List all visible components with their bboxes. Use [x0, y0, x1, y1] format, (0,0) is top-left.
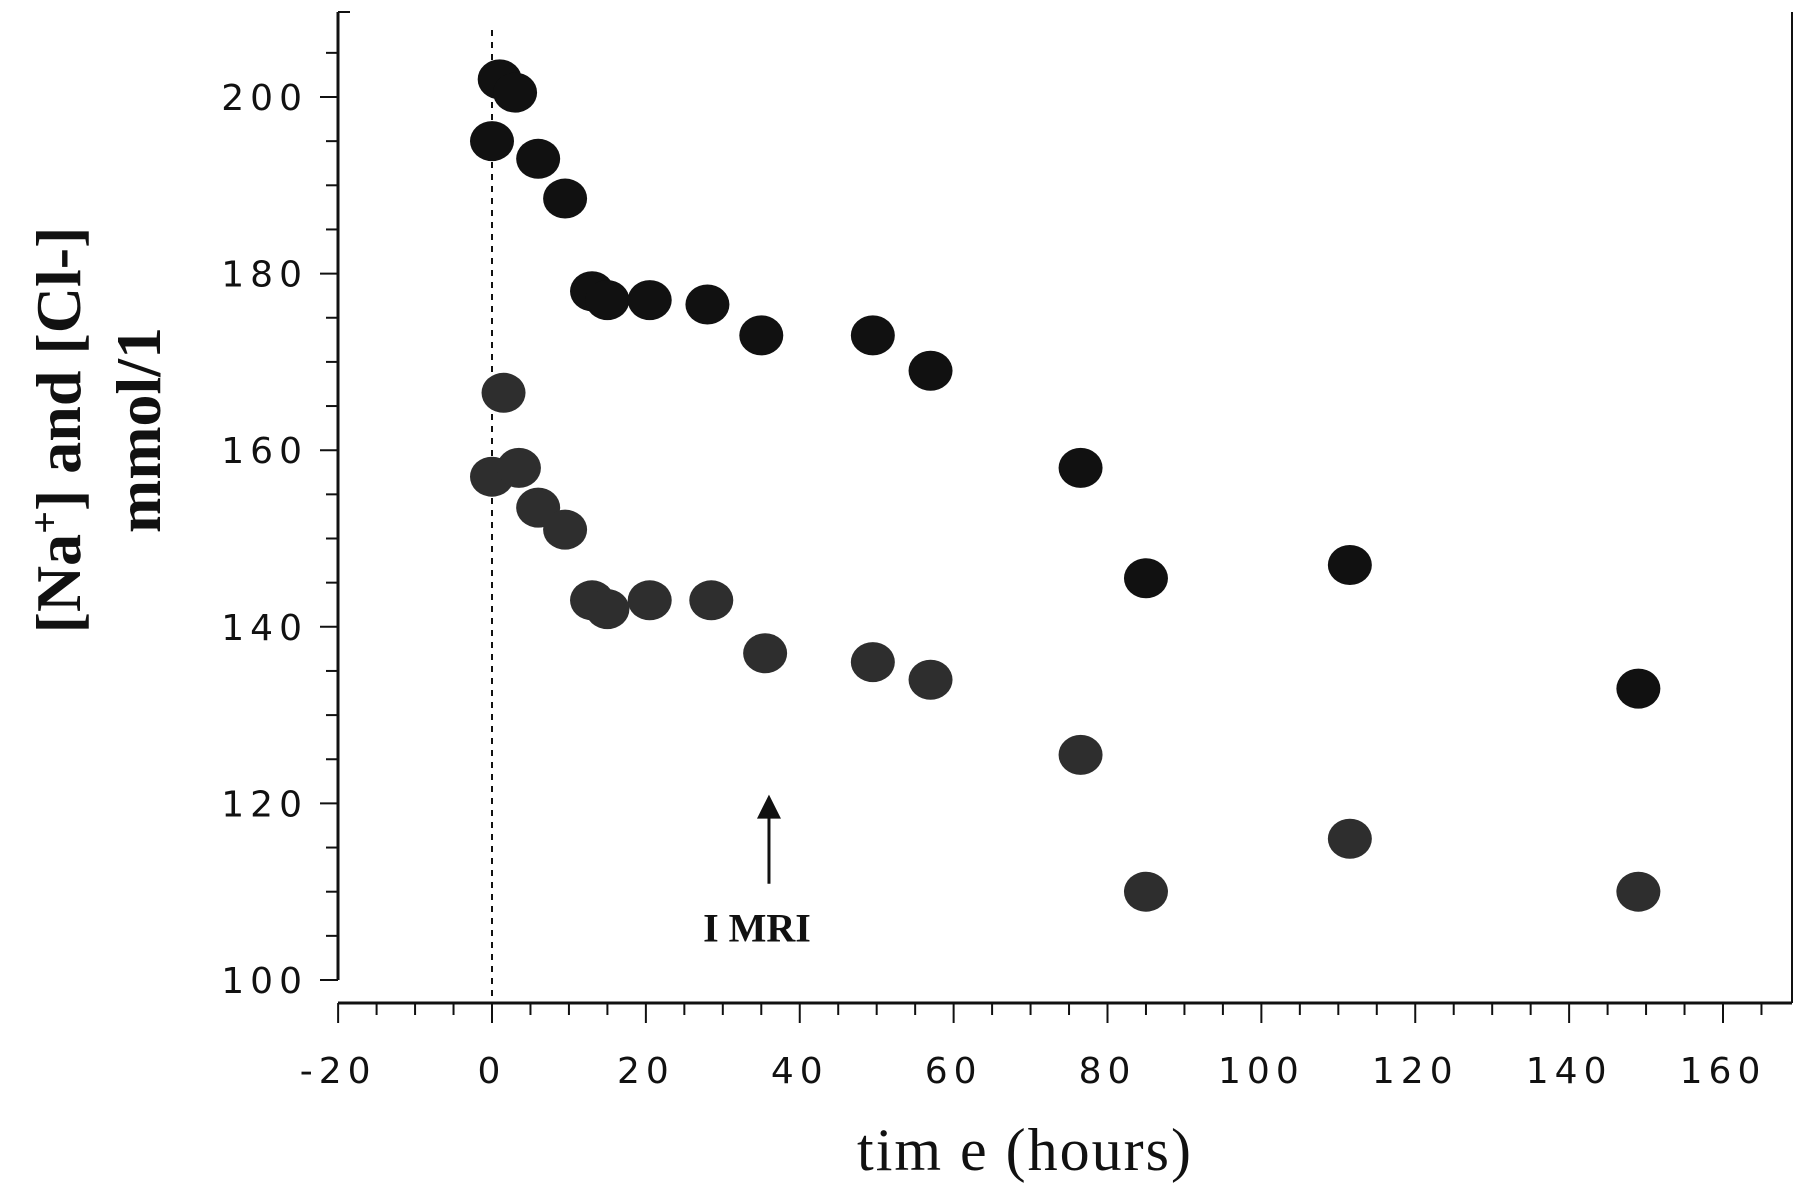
data-point	[1327, 544, 1372, 585]
data-point	[685, 284, 730, 325]
data-point	[1616, 871, 1661, 912]
data-point	[543, 178, 588, 219]
data-point	[627, 580, 672, 621]
x-tick-label: 0	[478, 1051, 507, 1092]
data-point	[543, 509, 588, 550]
data-point	[627, 280, 672, 321]
y-axis-ticks: 100 120 140 160 180 200	[221, 51, 338, 1002]
x-tick-label: 80	[1079, 1051, 1137, 1092]
data-point	[850, 315, 895, 356]
data-point	[908, 350, 953, 391]
data-point	[585, 589, 630, 630]
data-point	[1616, 668, 1661, 709]
y-tick-label: 140	[221, 608, 308, 649]
y-axis-title-line1-pre: [Na	[23, 534, 94, 634]
x-tick-label: 20	[617, 1051, 675, 1092]
data-point	[1058, 447, 1103, 488]
y-axis-title: [Na+] and [Cl-] mmol/1	[22, 227, 174, 634]
x-tick-label: 160	[1680, 1051, 1767, 1092]
data-point	[481, 372, 526, 413]
x-tick-label: 60	[925, 1051, 983, 1092]
data-point	[1123, 558, 1168, 599]
mri-annotation: I MRI	[703, 794, 811, 951]
y-axis-title-line2: mmol/1	[103, 327, 174, 533]
x-tick-label: 40	[771, 1051, 829, 1092]
data-point	[585, 280, 630, 321]
y-tick-label: 160	[221, 431, 308, 472]
y-tick-label: 200	[221, 78, 308, 119]
data-points	[470, 59, 1661, 912]
y-tick-label: 180	[221, 255, 308, 296]
data-point	[908, 659, 953, 700]
data-point	[739, 315, 784, 356]
data-point	[850, 642, 895, 683]
data-point	[1327, 818, 1372, 859]
annotation-label: I MRI	[703, 906, 811, 951]
x-tick-label: 120	[1372, 1051, 1459, 1092]
x-axis-ticks: -20 0 20 40 60 80 100 120 140 160	[300, 1003, 1767, 1092]
data-point	[1123, 871, 1168, 912]
data-point	[496, 447, 541, 488]
y-tick-label: 100	[221, 961, 308, 1002]
axes: 100 120 140 160 180 200 -20 0 20 40 60 80 100 120 140…	[221, 11, 1793, 1092]
data-point	[689, 580, 734, 621]
data-point	[1058, 734, 1103, 775]
x-tick-label: 140	[1526, 1051, 1613, 1092]
annotation-arrow-head	[756, 794, 781, 819]
data-point	[470, 121, 514, 162]
y-axis-title-line1-post: ] and [Cl-]	[23, 227, 94, 511]
x-axis-title: tim e (hours)	[857, 1117, 1193, 1183]
x-tick-label: -20	[300, 1051, 377, 1092]
y-tick-label: 120	[221, 784, 308, 825]
data-point	[743, 633, 788, 674]
data-point	[493, 72, 538, 113]
y-axis-title-superscript: +	[22, 511, 67, 534]
y-axis-title-line1: [Na+] and [Cl-]	[22, 227, 94, 634]
x-tick-label: 100	[1218, 1051, 1305, 1092]
data-point	[516, 138, 561, 179]
